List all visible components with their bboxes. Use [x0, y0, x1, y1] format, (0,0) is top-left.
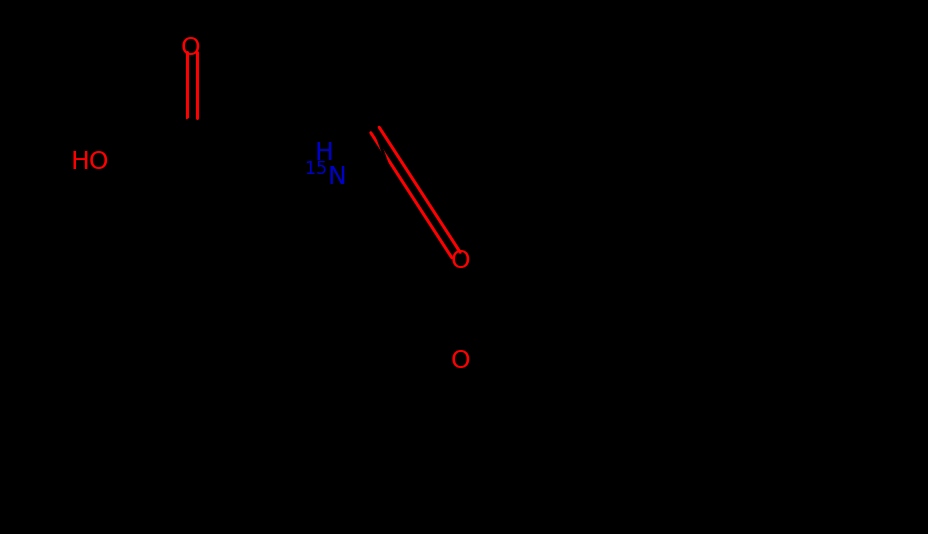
Text: H: H	[315, 141, 333, 165]
Text: O: O	[450, 249, 470, 273]
Text: O: O	[180, 36, 200, 60]
Text: HO: HO	[71, 150, 110, 174]
Text: O: O	[450, 349, 470, 373]
Text: $^{15}$N: $^{15}$N	[303, 163, 345, 191]
